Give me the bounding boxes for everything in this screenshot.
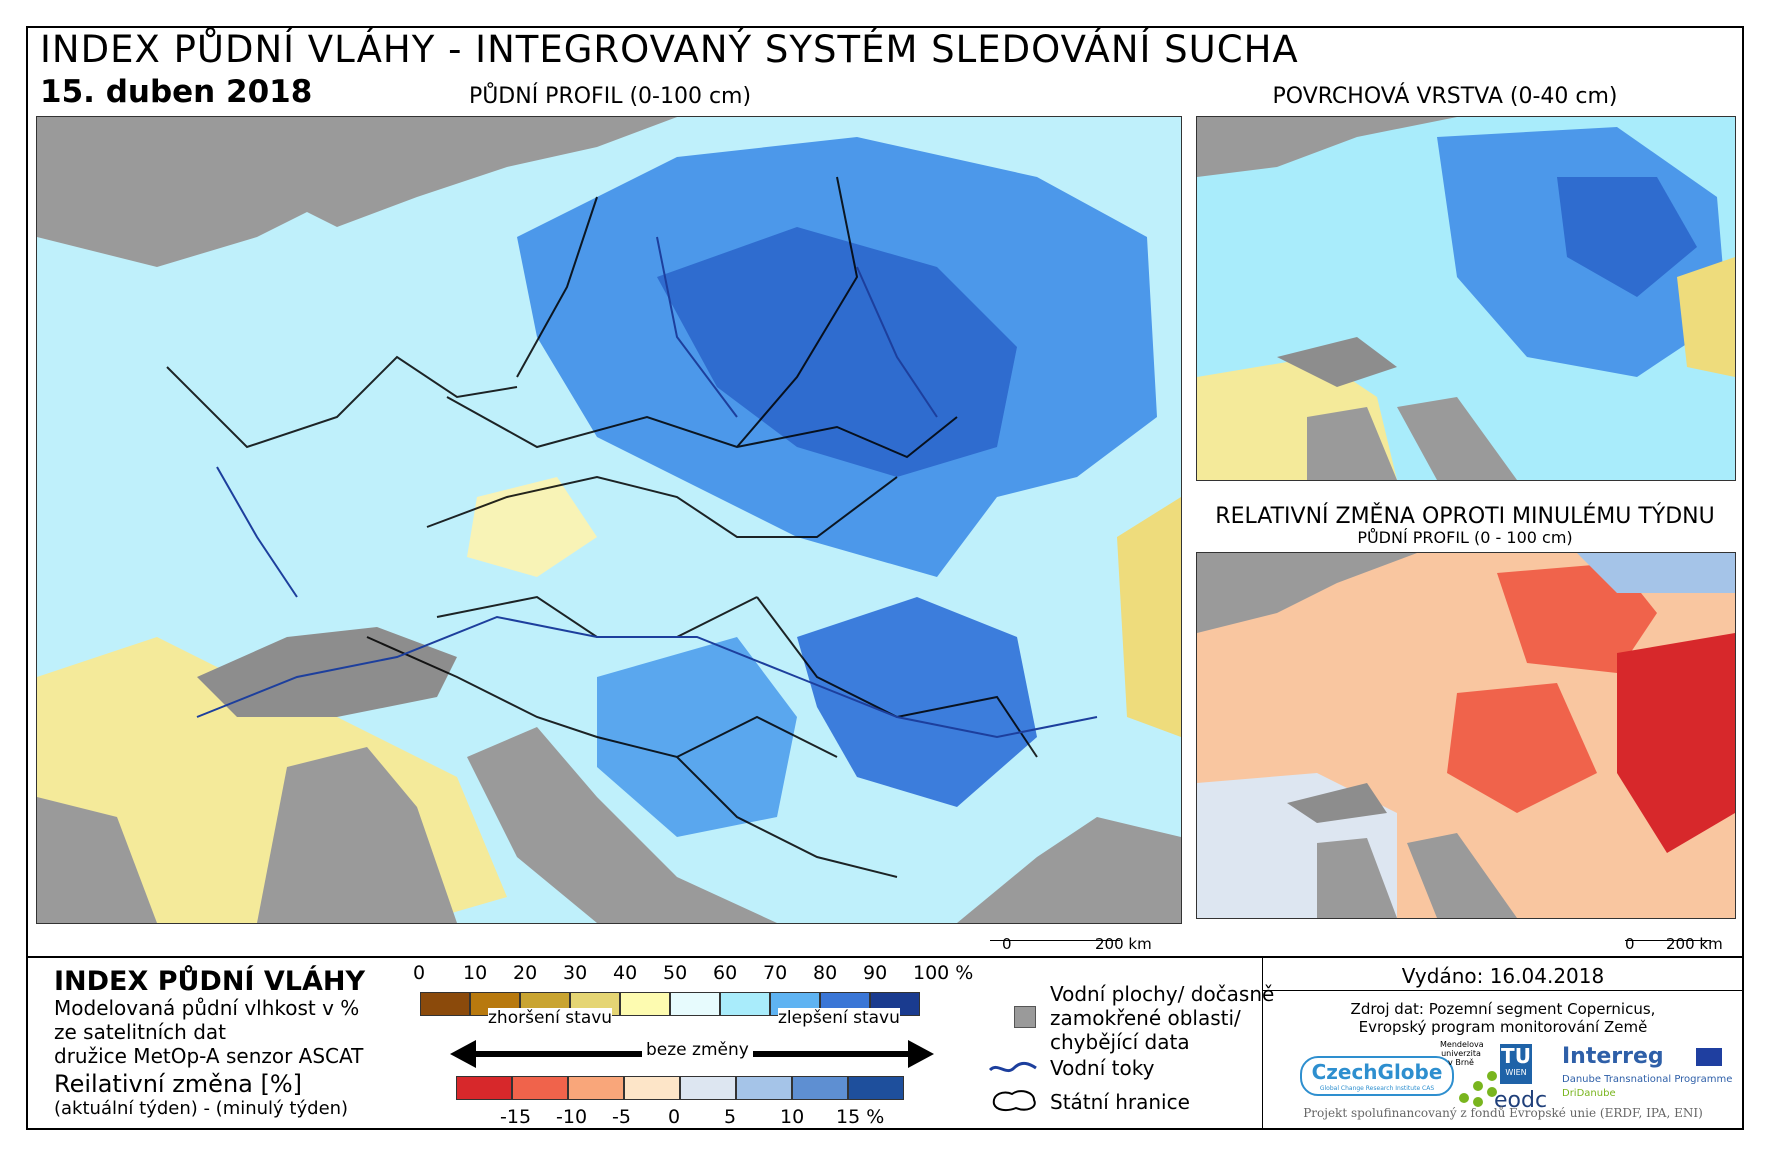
czechglobe-logo: CzechGlobe Global Change Research Instit… xyxy=(1300,1056,1454,1096)
better-label: zlepšení stavu xyxy=(778,1008,900,1028)
water-bodies-label-2: zamokřené oblasti/ xyxy=(1050,1006,1241,1030)
index-tick-8: 80 xyxy=(813,962,838,984)
change-scale-zero: 0 xyxy=(1625,935,1635,953)
mendel-logo: Mendelova univerzita v Brně xyxy=(1440,1040,1484,1067)
index-tick-3: 30 xyxy=(563,962,588,984)
wien-logo-text: WIEN xyxy=(1505,1068,1527,1077)
change-swatch-0 xyxy=(456,1076,512,1100)
change-tick-4: 5 xyxy=(724,1106,737,1128)
worse-label: zhoršení stavu xyxy=(488,1008,613,1028)
eu-flag-icon xyxy=(1696,1048,1722,1066)
issued-date: Vydáno: 16.04.2018 xyxy=(1401,964,1605,988)
index-tick-7: 70 xyxy=(763,962,788,984)
main-scale-km: 200 km xyxy=(1095,935,1152,953)
main-map-canvas xyxy=(37,117,1181,923)
change-map-canvas xyxy=(1197,553,1735,918)
river-icon xyxy=(988,1061,1037,1073)
borders-label: Státní hranice xyxy=(1050,1090,1190,1114)
water-bodies-label-1: Vodní plochy/ dočasně xyxy=(1050,982,1275,1006)
data-source-1: Zdroj dat: Pozemní segment Copernicus, xyxy=(1350,1000,1656,1018)
info-divider xyxy=(1262,956,1263,1130)
legend-divider xyxy=(26,956,1744,958)
project-funding-note: Projekt spolufinancovaný z fondů Evropsk… xyxy=(1303,1106,1703,1120)
change-tick-1: -10 xyxy=(556,1106,588,1128)
issued-divider xyxy=(1262,990,1744,991)
change-swatch-5 xyxy=(736,1076,792,1100)
change-map-sublabel: PŮDNÍ PROFIL (0 - 100 cm) xyxy=(1357,528,1573,547)
change-scale-km: 200 km xyxy=(1666,935,1723,953)
eodc-logo: eodc xyxy=(1494,1088,1548,1113)
mendel-logo-line-3: v Brně xyxy=(1448,1058,1474,1067)
tu-logo-text: TU xyxy=(1501,1044,1531,1068)
border-icon xyxy=(992,1090,1036,1112)
report-date: 15. duben 2018 xyxy=(40,74,313,110)
change-tick-6: 15 % xyxy=(836,1106,885,1128)
surface-map-label: POVRCHOVÁ VRSTVA (0-40 cm) xyxy=(1272,84,1618,109)
mendel-logo-line-1: Mendelova xyxy=(1440,1040,1484,1049)
czechglobe-logo-sub: Global Change Research Institute CAS xyxy=(1319,1085,1435,1092)
legend-heading: INDEX PŮDNÍ VLÁHY xyxy=(54,966,366,997)
interreg-logo: Interreg xyxy=(1562,1044,1664,1069)
main-soil-moisture-map[interactable] xyxy=(36,116,1182,924)
nochange-label: beze změny xyxy=(642,1040,753,1060)
surface-layer-map[interactable] xyxy=(1196,116,1736,481)
index-tick-1: 10 xyxy=(463,962,488,984)
index-tick-2: 20 xyxy=(513,962,538,984)
legend-desc-2: ze satelitních dat xyxy=(54,1020,226,1044)
index-tick-10: 100 % xyxy=(913,962,974,984)
index-tick-9: 90 xyxy=(863,962,888,984)
change-swatch-3 xyxy=(624,1076,680,1100)
change-swatch-4 xyxy=(680,1076,736,1100)
mendel-logo-line-2: univerzita xyxy=(1441,1049,1481,1058)
rivers-label: Vodní toky xyxy=(1050,1056,1155,1080)
data-source-2: Evropský program monitorování Země xyxy=(1358,1018,1648,1036)
index-tick-5: 50 xyxy=(663,962,688,984)
index-tick-0: 0 xyxy=(413,962,426,984)
change-legend-heading: Reilativní změna [%] xyxy=(54,1070,303,1098)
index-swatch-0 xyxy=(420,992,470,1016)
dridanube-text: DriDanube xyxy=(1562,1088,1616,1099)
surface-map-canvas xyxy=(1197,117,1735,480)
change-map-label: RELATIVNÍ ZMĚNA OPROTI MINULÉMU TÝDNU xyxy=(1215,504,1715,529)
legend-desc-1: Modelovaná půdní vlhkost v % xyxy=(54,996,360,1020)
czechglobe-logo-text: CzechGlobe xyxy=(1311,1060,1443,1084)
change-tick-0: -15 xyxy=(500,1106,532,1128)
change-legend-desc: (aktuální týden) - (minulý týden) xyxy=(54,1098,349,1119)
mendel-dots-icon xyxy=(1459,1071,1497,1107)
index-tick-4: 40 xyxy=(613,962,638,984)
danube-programme-text: Danube Transnational Programme xyxy=(1562,1074,1733,1085)
change-swatch-6 xyxy=(792,1076,848,1100)
index-swatch-6 xyxy=(720,992,770,1016)
change-scale-bar xyxy=(1625,926,1711,941)
index-swatch-5 xyxy=(670,992,720,1016)
change-tick-3: 0 xyxy=(668,1106,681,1128)
change-swatch-1 xyxy=(512,1076,568,1100)
change-swatch-7 xyxy=(848,1076,904,1100)
page-title: INDEX PŮDNÍ VLÁHY - INTEGROVANÝ SYSTÉM S… xyxy=(40,28,1299,71)
main-scale-zero: 0 xyxy=(1002,935,1012,953)
index-tick-6: 60 xyxy=(713,962,738,984)
change-tick-5: 10 xyxy=(780,1106,805,1128)
water-bodies-label-3: chybějící data xyxy=(1050,1030,1190,1054)
tu-wien-logo: TU WIEN xyxy=(1500,1044,1532,1084)
figure-frame xyxy=(26,26,1744,1130)
change-tick-2: -5 xyxy=(612,1106,631,1128)
main-map-label: PŮDNÍ PROFIL (0-100 cm) xyxy=(468,84,752,109)
legend-desc-3: družice MetOp-A senzor ASCAT xyxy=(54,1044,364,1068)
main-scale-bar xyxy=(990,924,1120,941)
water-bodies-swatch xyxy=(1014,1006,1036,1028)
change-swatch-2 xyxy=(568,1076,624,1100)
index-swatch-4 xyxy=(620,992,670,1016)
weekly-change-map[interactable] xyxy=(1196,552,1736,919)
